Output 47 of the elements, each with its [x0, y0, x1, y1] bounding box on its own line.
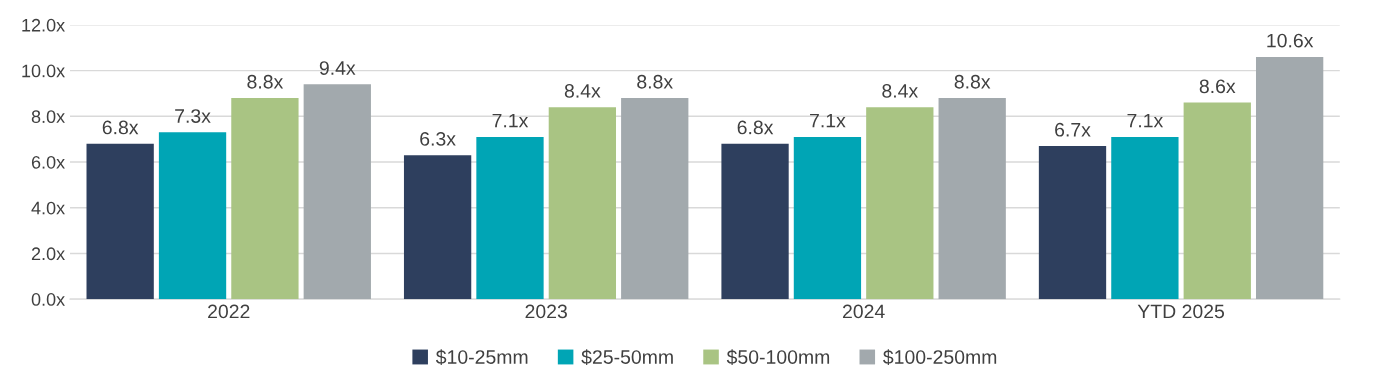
x-tick-label: 2023 [525, 304, 567, 319]
data-label: 7.3x [175, 109, 211, 123]
data-label: 8.4x [882, 84, 918, 98]
y-tick-label: 2.0x [31, 247, 65, 261]
bar [1038, 146, 1107, 300]
bar [793, 136, 862, 300]
data-label: 7.1x [1127, 113, 1164, 128]
y-tick-label: 12.0x [22, 18, 65, 32]
y-tick-label: 6.0x [31, 155, 65, 169]
bar [303, 84, 371, 300]
bar [1255, 56, 1324, 300]
bar [1183, 102, 1251, 300]
bar [621, 98, 689, 300]
data-label: 8.8x [954, 74, 991, 89]
bar [476, 136, 544, 300]
data-label: 8.6x [1199, 79, 1236, 94]
bar [86, 143, 154, 300]
data-label: 6.7x [1055, 122, 1091, 137]
data-label: 6.3x [420, 131, 456, 146]
legend-label: $10-25mm [435, 349, 528, 366]
bar [231, 98, 299, 300]
data-label: 7.1x [810, 113, 846, 128]
bar [938, 98, 1006, 300]
data-label: 6.8x [737, 120, 774, 135]
legend-label: $25-50mm [581, 349, 673, 366]
bar [866, 107, 934, 300]
legend-label: $50-100mm [726, 349, 830, 366]
data-label: 8.4x [564, 84, 601, 98]
bar [548, 107, 617, 300]
data-label: 10.6x [1267, 33, 1314, 48]
y-tick-label: 4.0x [31, 201, 65, 215]
x-tick-label: YTD 2025 [1137, 304, 1225, 319]
y-tick-label: 10.0x [22, 64, 65, 78]
bar [403, 155, 472, 300]
data-label: 9.4x [319, 61, 356, 75]
bar [721, 143, 789, 300]
data-label: 6.8x [102, 120, 139, 135]
x-tick-label: 2022 [208, 304, 250, 319]
y-tick-label: 8.0x [31, 110, 65, 124]
bar [158, 132, 227, 300]
data-label: 8.8x [637, 74, 673, 89]
bar [1111, 136, 1179, 300]
y-tick-label: 0.0x [31, 293, 65, 306]
data-label: 7.1x [492, 113, 529, 128]
x-tick-label: 2024 [842, 304, 885, 319]
legend-label: $100-250mm [883, 349, 997, 366]
data-label: 8.8x [247, 74, 284, 89]
